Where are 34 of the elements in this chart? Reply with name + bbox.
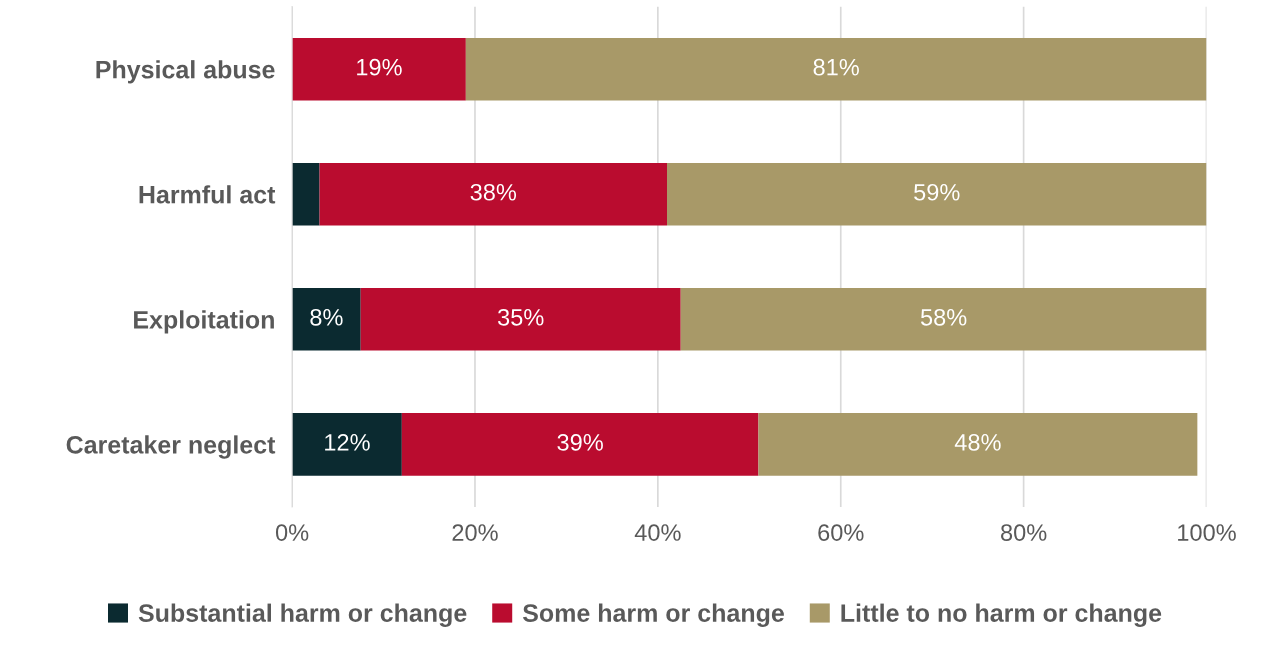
bar <box>319 163 667 226</box>
x-tick-label: 80% <box>1001 524 1047 541</box>
data-label: 58% <box>920 308 967 326</box>
y-tick-label: Harmful act <box>139 185 276 204</box>
data-label: 81% <box>813 58 859 76</box>
data-label: 39% <box>557 434 603 451</box>
bar <box>401 413 759 476</box>
bar <box>680 288 1207 351</box>
legend-label: Substantial harm or change <box>138 603 467 627</box>
bar <box>667 163 1207 226</box>
data-label: 35% <box>497 308 544 326</box>
bar <box>758 413 1198 476</box>
data-label: 38% <box>470 183 517 201</box>
data-label: 8% <box>310 308 343 326</box>
bar <box>292 163 320 226</box>
bar <box>360 288 681 351</box>
bar <box>292 288 361 351</box>
legend-label: Little to no harm or change <box>841 603 1162 627</box>
bar <box>292 413 402 476</box>
data-label: 59% <box>914 183 960 201</box>
x-tick-label: 20% <box>452 524 498 541</box>
data-label: 48% <box>954 434 1001 451</box>
x-tick-label: 60% <box>818 524 864 541</box>
data-label: 19% <box>357 58 402 76</box>
bar <box>465 37 1207 101</box>
legend-label: Some harm or change <box>522 603 784 627</box>
x-tick-label: 40% <box>634 524 681 541</box>
y-tick-label: Caretaker neglect <box>66 435 276 459</box>
bar <box>292 37 466 101</box>
data-label: 12% <box>325 434 370 451</box>
y-tick-label: Exploitation <box>134 310 274 334</box>
x-tick-label: 100% <box>1178 524 1236 541</box>
y-tick-label: Physical abuse <box>96 60 275 84</box>
x-tick-label: 0% <box>275 524 309 541</box>
